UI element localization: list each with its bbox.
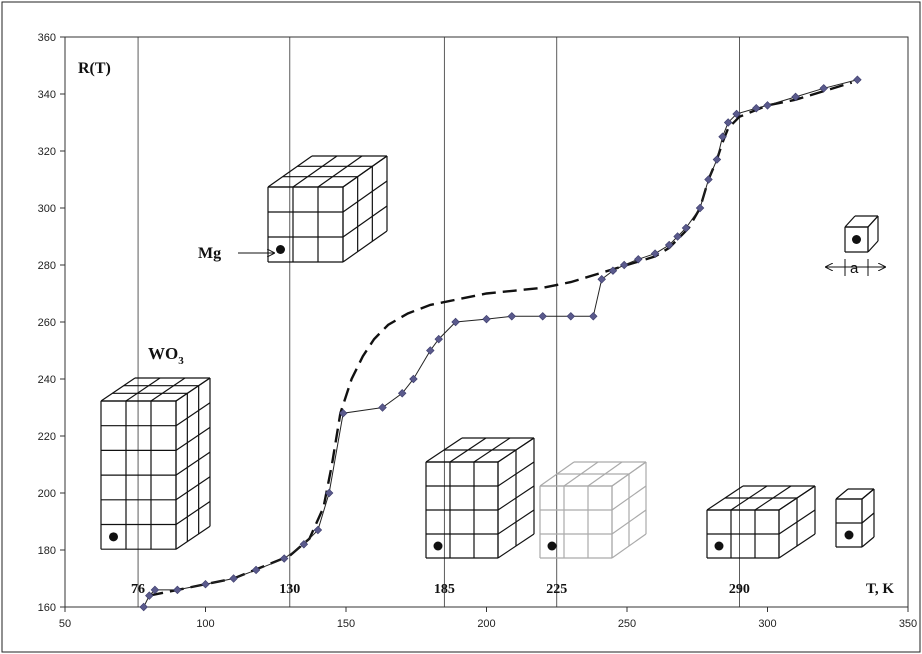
mg-label: Mg	[198, 245, 221, 262]
cube-225	[539, 461, 647, 559]
x-tick-label-150: 150	[337, 618, 355, 630]
x-tick-label-250: 250	[618, 618, 636, 630]
wo3-label: WO3	[148, 344, 184, 367]
data-point-35	[723, 118, 733, 127]
series-main	[139, 75, 862, 612]
y-tick-label-220: 220	[38, 431, 56, 443]
data-point-6	[251, 565, 261, 575]
data-point-15	[426, 346, 435, 355]
cube-small-column-atom	[844, 530, 854, 540]
data-point-16	[434, 334, 443, 344]
data-point-30	[681, 223, 691, 233]
data-point-3	[173, 585, 182, 595]
data-point-13	[397, 389, 407, 398]
x-tick-label-50: 50	[59, 618, 71, 630]
data-point-28	[664, 240, 674, 250]
y-tick-label-200: 200	[38, 488, 56, 500]
x-tick-label-350: 350	[899, 618, 917, 630]
data-point-25	[619, 260, 629, 270]
x-axis-ticks: 50 100 150 200 250 300 350	[59, 607, 917, 630]
y-axis-label: R(T)	[78, 60, 111, 77]
data-point-39	[791, 92, 800, 102]
x-axis-label: T, K	[866, 581, 894, 597]
cube-wo3-atom	[109, 532, 118, 542]
lattice-parameter-label: a	[850, 260, 859, 277]
data-point-22	[589, 312, 598, 321]
data-point-37	[752, 104, 761, 113]
data-point-21	[566, 312, 576, 321]
vertical-line-label-130: 130	[279, 582, 300, 597]
x-tick-label-300: 300	[758, 618, 776, 630]
vertical-line-label-185: 185	[434, 582, 455, 597]
data-point-10	[324, 488, 334, 498]
cube-225-atom	[547, 541, 557, 551]
data-point-23	[597, 275, 606, 284]
x-tick-label-100: 100	[196, 618, 214, 630]
y-axis-ticks: 160 180 200 220 240 260 280 300 320 340 360	[38, 32, 65, 614]
data-point-7	[279, 554, 289, 563]
data-point-12	[378, 403, 387, 412]
data-point-36	[732, 109, 741, 119]
y-tick-label-280: 280	[38, 260, 56, 272]
data-point-38	[763, 101, 772, 110]
data-point-9	[313, 525, 323, 535]
cube-mg	[267, 155, 388, 263]
data-point-18	[482, 314, 491, 324]
data-point-33	[712, 155, 722, 164]
data-point-0	[139, 602, 148, 612]
data-point-24	[608, 266, 618, 275]
y-tick-label-320: 320	[38, 146, 56, 158]
data-point-19	[507, 312, 517, 321]
cube-unit	[844, 215, 879, 253]
y-tick-label-260: 260	[38, 317, 56, 329]
y-tick-label-340: 340	[38, 89, 56, 101]
cube-185-atom	[433, 541, 443, 551]
lattice-illustrations	[100, 155, 879, 559]
cube-unit-atom	[852, 235, 861, 244]
y-tick-label-300: 300	[38, 203, 56, 215]
data-point-8	[299, 540, 309, 549]
cube-290-atom	[714, 541, 724, 551]
data-point-14	[409, 374, 418, 384]
y-tick-label-160: 160	[38, 602, 56, 614]
data-point-40	[819, 84, 828, 93]
cube-small-column	[835, 488, 875, 548]
cube-mg-atom	[276, 245, 285, 254]
y-tick-label-240: 240	[38, 374, 56, 386]
data-point-5	[229, 574, 238, 583]
data-point-2	[150, 585, 160, 595]
y-tick-label-360: 360	[38, 32, 56, 44]
vertical-line-label-76: 76	[131, 582, 145, 597]
data-point-27	[650, 249, 660, 258]
vertical-lines	[137, 37, 740, 607]
x-tick-label-200: 200	[477, 618, 495, 630]
vertical-line-labels: 76 130 185 225 290	[131, 582, 750, 597]
data-point-20	[538, 312, 547, 321]
data-point-11	[338, 408, 348, 418]
data-point-41	[853, 75, 862, 84]
data-point-32	[704, 175, 713, 184]
data-point-29	[673, 232, 682, 241]
data-point-26	[634, 255, 643, 264]
data-point-31	[695, 203, 705, 213]
y-tick-label-180: 180	[38, 545, 56, 557]
data-point-1	[145, 591, 154, 600]
vertical-line-label-225: 225	[546, 582, 567, 597]
cube-290	[706, 485, 816, 559]
vertical-line-label-290: 290	[729, 582, 750, 597]
data-point-17	[451, 317, 460, 327]
data-point-34	[718, 132, 727, 141]
data-point-4	[201, 579, 210, 589]
cube-185	[425, 437, 535, 559]
cube-wo3	[100, 377, 211, 550]
